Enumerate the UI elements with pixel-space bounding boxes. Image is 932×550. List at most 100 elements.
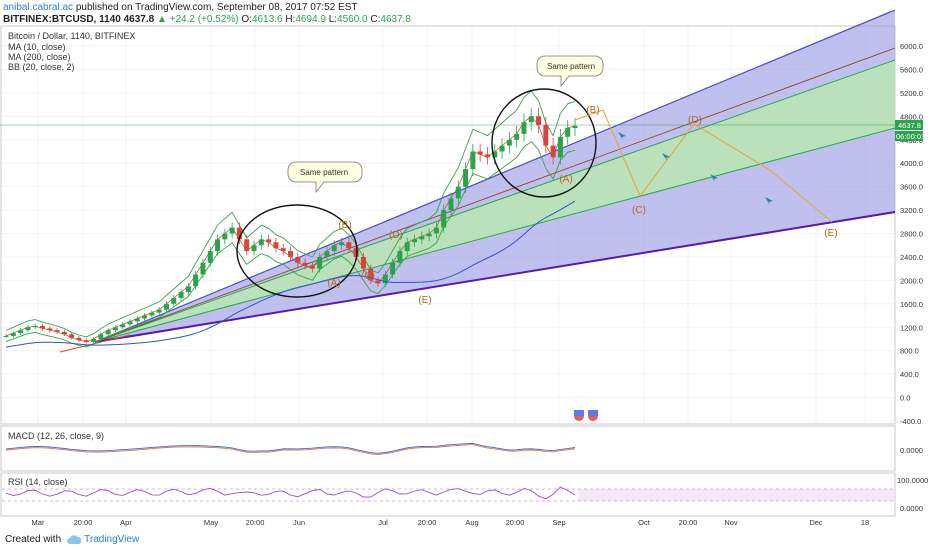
candle-body[interactable]: [521, 122, 527, 134]
candle-body[interactable]: [207, 251, 213, 263]
legend-ma10[interactable]: MA (10, close): [8, 42, 66, 52]
callout-bubble-1[interactable]: Same pattern: [287, 161, 363, 194]
candle-body[interactable]: [171, 297, 177, 304]
wave-projection[interactable]: [574, 109, 833, 223]
candle-body[interactable]: [514, 133, 520, 140]
candle-body[interactable]: [258, 239, 264, 246]
candle-body[interactable]: [331, 245, 337, 252]
candle-body[interactable]: [390, 262, 396, 275]
candle-body[interactable]: [69, 334, 75, 338]
fan-line-bottom[interactable]: [94, 211, 896, 343]
candle-body[interactable]: [295, 256, 301, 263]
candle-body[interactable]: [10, 333, 16, 337]
candle-body[interactable]: [251, 245, 257, 252]
tradingview-logo[interactable]: TradingView: [67, 534, 139, 545]
candle-body[interactable]: [484, 154, 490, 158]
candle-body[interactable]: [236, 227, 242, 240]
candle-body[interactable]: [550, 145, 556, 158]
candle-body[interactable]: [360, 256, 366, 269]
candle-body[interactable]: [156, 309, 162, 313]
candle-body[interactable]: [419, 236, 425, 240]
pattern-circle-2[interactable]: [491, 88, 597, 198]
candle-body[interactable]: [470, 151, 476, 170]
candle-body[interactable]: [47, 328, 53, 331]
candle-body[interactable]: [91, 338, 97, 342]
fan-line-top[interactable]: [94, 9, 896, 343]
candle-body[interactable]: [463, 169, 469, 187]
fan-line-upper[interactable]: [94, 59, 896, 343]
candle-body[interactable]: [382, 274, 388, 284]
candle-body[interactable]: [309, 265, 315, 269]
candle-body[interactable]: [433, 227, 439, 234]
candle-body[interactable]: [404, 242, 410, 252]
event-flags-icon[interactable]: [574, 410, 598, 421]
candle-body[interactable]: [134, 318, 140, 322]
candle-body[interactable]: [426, 233, 432, 237]
author-link[interactable]: anibal.cabral.ac: [3, 2, 74, 13]
candle-body[interactable]: [266, 239, 272, 243]
candle-body[interactable]: [557, 136, 563, 158]
candle-body[interactable]: [105, 330, 111, 335]
candle-body[interactable]: [185, 286, 191, 293]
candle-body[interactable]: [317, 256, 323, 269]
candle-body[interactable]: [215, 239, 221, 252]
candle-body[interactable]: [112, 327, 118, 331]
candle-body[interactable]: [200, 262, 206, 275]
candle-body[interactable]: [543, 125, 549, 146]
candle-body[interactable]: [448, 198, 454, 211]
footer: Created with TradingView: [5, 534, 139, 545]
fan-line-lower[interactable]: [94, 127, 896, 343]
callout-bubble-2[interactable]: Same pattern: [536, 55, 604, 88]
candle-body[interactable]: [288, 251, 293, 257]
candle-body[interactable]: [120, 324, 126, 328]
candle-body[interactable]: [346, 242, 352, 249]
candle-body[interactable]: [142, 315, 148, 319]
candle-body[interactable]: [149, 312, 155, 316]
candle-body[interactable]: [412, 239, 418, 243]
candle-body[interactable]: [368, 268, 374, 281]
candle-body[interactable]: [39, 326, 45, 329]
candle-body[interactable]: [353, 248, 359, 257]
candle-body[interactable]: [25, 327, 31, 331]
candle-body[interactable]: [163, 303, 169, 310]
candle-body[interactable]: [83, 340, 89, 342]
candle-body[interactable]: [499, 145, 505, 152]
candle-body[interactable]: [441, 210, 447, 228]
last-price-tag-text: 4637.8: [898, 121, 921, 130]
candle-body[interactable]: [273, 242, 279, 249]
candle-body[interactable]: [178, 292, 184, 298]
candle-body[interactable]: [375, 280, 381, 284]
candle-body[interactable]: [492, 151, 498, 158]
candle-body[interactable]: [572, 125, 578, 129]
pattern-circle-1[interactable]: [236, 204, 358, 298]
candle-body[interactable]: [229, 227, 235, 234]
macd-label[interactable]: MACD (12, 26, close, 9): [8, 431, 105, 441]
candle-body[interactable]: [61, 331, 67, 335]
candle-body[interactable]: [302, 262, 308, 266]
candle-body[interactable]: [536, 116, 542, 126]
candle-body[interactable]: [324, 251, 330, 257]
candle-body[interactable]: [3, 336, 9, 338]
candle-body[interactable]: [477, 151, 483, 155]
candle-body[interactable]: [18, 330, 24, 334]
candle-body[interactable]: [565, 128, 571, 137]
candle-body[interactable]: [397, 251, 403, 263]
candle-body[interactable]: [193, 274, 199, 287]
candle-body[interactable]: [222, 233, 228, 240]
candle-body[interactable]: [244, 239, 250, 252]
candle-body[interactable]: [76, 337, 82, 341]
rsi-label[interactable]: RSI (14, close): [8, 477, 68, 487]
candle-body[interactable]: [32, 326, 38, 328]
candle-body[interactable]: [339, 242, 345, 246]
median-line[interactable]: [94, 47, 896, 343]
legend-ma200[interactable]: MA (200, close): [8, 52, 71, 62]
candle-body[interactable]: [127, 321, 133, 325]
candle-body[interactable]: [54, 330, 60, 332]
candle-body[interactable]: [280, 248, 286, 252]
candle-body[interactable]: [506, 139, 512, 146]
candle-body[interactable]: [528, 116, 534, 123]
candle-body[interactable]: [455, 186, 461, 199]
candle-body[interactable]: [98, 334, 104, 339]
legend-bb[interactable]: BB (20, close, 2): [8, 62, 75, 72]
